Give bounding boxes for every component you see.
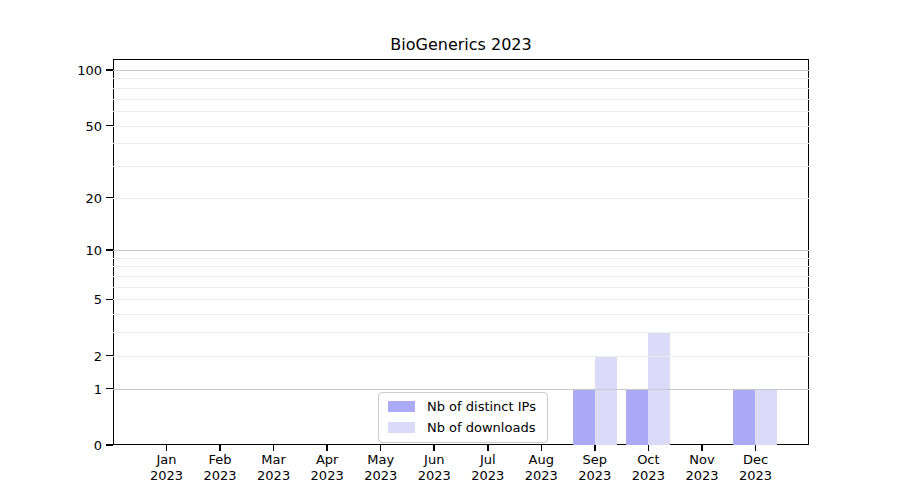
bar-nb-of-downloads-sep-2023 <box>595 356 617 445</box>
x-tick-mark-may-2023 <box>380 445 382 451</box>
x-tick-mark-jun-2023 <box>433 445 435 451</box>
y-tick-mark-1 <box>106 388 113 390</box>
y-tick-mark-2 <box>106 355 113 357</box>
x-tick-mark-jul-2023 <box>487 445 489 451</box>
x-tick-mark-sep-2023 <box>594 445 596 451</box>
y-tick-label-5: 5 <box>52 292 102 307</box>
y-tick-mark-5 <box>106 299 113 301</box>
x-tick-label-dec-2023: Dec2023 <box>723 452 787 484</box>
x-tick-mark-mar-2023 <box>273 445 275 451</box>
y-tick-label-2: 2 <box>52 348 102 363</box>
legend-swatch-distinct-ips <box>388 401 415 412</box>
y-tick-label-100: 100 <box>52 63 102 78</box>
bar-nb-of-distinct-ips-dec-2023 <box>733 389 755 445</box>
y-tick-mark-10 <box>106 249 113 251</box>
y-tick-label-20: 20 <box>52 190 102 205</box>
y-tick-label-1: 1 <box>52 381 102 396</box>
legend-item-distinct-ips: Nb of distinct IPs <box>388 399 536 414</box>
x-tick-mark-jan-2023 <box>166 445 168 451</box>
y-tick-mark-20 <box>106 197 113 199</box>
legend-label-distinct-ips: Nb of distinct IPs <box>427 399 536 414</box>
bar-nb-of-distinct-ips-oct-2023 <box>626 389 648 445</box>
x-tick-mark-nov-2023 <box>701 445 703 451</box>
bar-nb-of-distinct-ips-sep-2023 <box>573 389 595 445</box>
x-tick-mark-oct-2023 <box>648 445 650 451</box>
x-tick-mark-dec-2023 <box>755 445 757 451</box>
x-tick-year: 2023 <box>723 468 787 484</box>
bar-nb-of-downloads-dec-2023 <box>755 389 777 445</box>
bar-nb-of-downloads-oct-2023 <box>648 332 670 445</box>
legend-label-downloads: Nb of downloads <box>427 420 535 435</box>
chart-canvas: BioGenerics 2023 0125102050100Jan2023Feb… <box>0 0 900 500</box>
y-tick-label-0: 0 <box>52 438 102 453</box>
y-tick-mark-0 <box>106 444 113 446</box>
chart-title: BioGenerics 2023 <box>113 35 809 54</box>
y-tick-mark-50 <box>106 125 113 127</box>
x-tick-mark-feb-2023 <box>219 445 221 451</box>
y-tick-mark-100 <box>106 69 113 71</box>
y-tick-label-50: 50 <box>52 118 102 133</box>
plot-area <box>113 59 809 445</box>
x-tick-month: Dec <box>723 452 787 468</box>
legend: Nb of distinct IPs Nb of downloads <box>378 392 548 443</box>
x-tick-mark-apr-2023 <box>326 445 328 451</box>
legend-item-downloads: Nb of downloads <box>388 420 536 435</box>
x-tick-mark-aug-2023 <box>541 445 543 451</box>
y-tick-label-10: 10 <box>52 243 102 258</box>
legend-swatch-downloads <box>388 422 415 433</box>
